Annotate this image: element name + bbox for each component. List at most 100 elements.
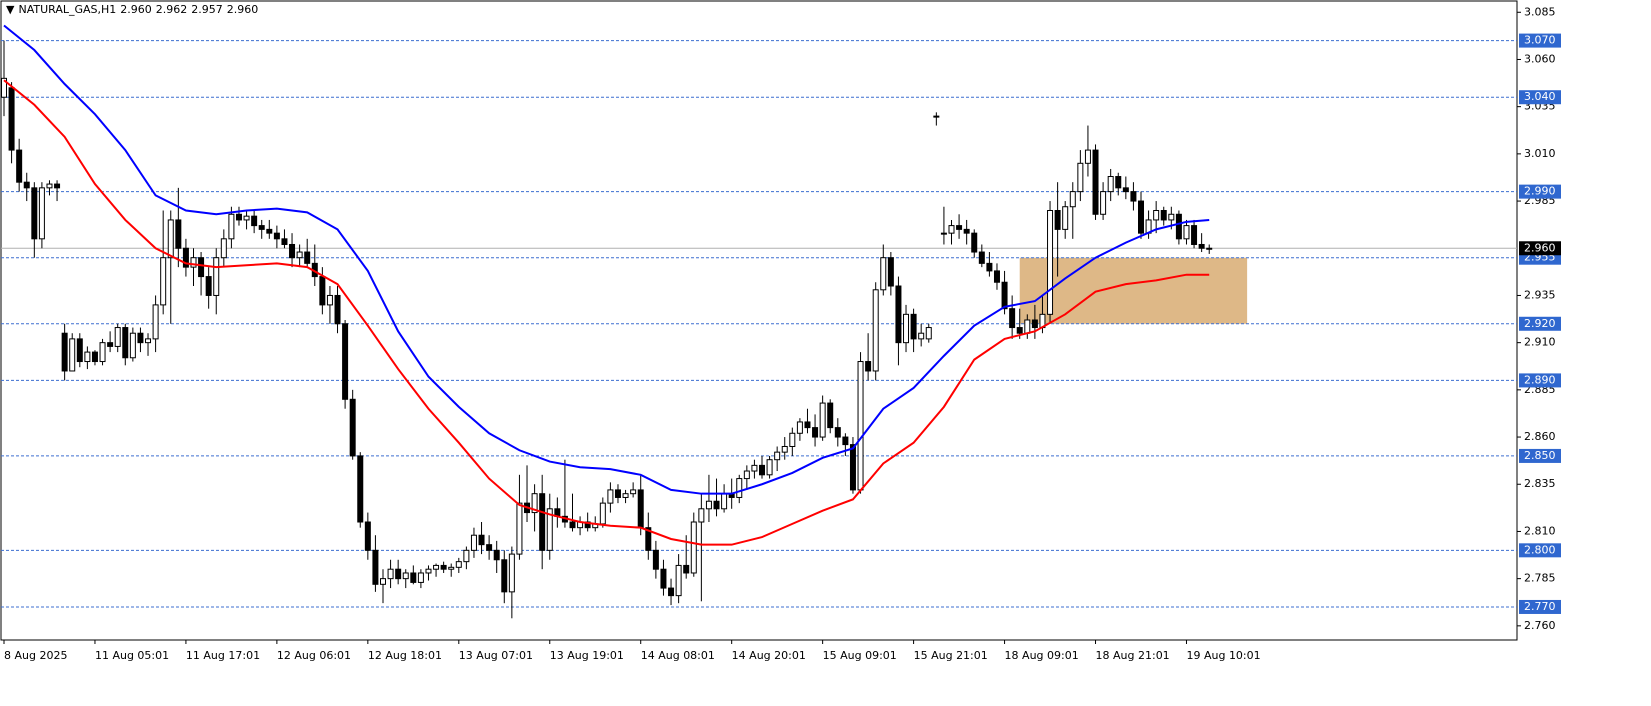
candle-body (16, 149, 23, 183)
candle-body (539, 493, 546, 551)
candle-body (357, 455, 364, 523)
candle-body (1069, 191, 1076, 208)
candle-body (486, 544, 493, 551)
candle-body (895, 285, 902, 344)
candle-body (372, 549, 379, 585)
x-tick-label: 14 Aug 20:01 (732, 649, 806, 662)
candle-body (69, 338, 76, 372)
chart-header: ▼ NATURAL_GAS,H1 2.960 2.962 2.957 2.960 (6, 3, 262, 16)
candle-body (402, 572, 409, 580)
candle-body (1, 77, 7, 98)
candle-body (448, 566, 455, 570)
candle-body (228, 213, 235, 240)
candle-body (258, 225, 265, 230)
candle-body (152, 304, 159, 340)
candle-body (107, 342, 114, 347)
candle-body (296, 251, 303, 259)
x-tick-label: 19 Aug 10:01 (1186, 649, 1260, 662)
candle-body (91, 351, 98, 363)
x-tick-label: 15 Aug 09:01 (823, 649, 897, 662)
y-tick-label: 2.810 (1524, 524, 1556, 537)
candle-body (971, 232, 978, 253)
candle-body (175, 219, 182, 249)
candle-body (349, 398, 356, 457)
candle-body (54, 183, 61, 189)
candle-body (736, 478, 743, 498)
level-label-box (1519, 184, 1561, 199)
y-tick-label: 2.835 (1524, 477, 1556, 490)
candle-body (1016, 327, 1023, 334)
candle-body (812, 427, 819, 438)
candle-body (956, 225, 963, 230)
candle-body (940, 232, 947, 235)
candle-body (910, 313, 917, 340)
current-price-box (1519, 241, 1561, 256)
level-label-box (1519, 599, 1561, 614)
candle-body (129, 332, 136, 359)
x-tick-label: 12 Aug 18:01 (368, 649, 442, 662)
x-tick-label: 8 Aug 2025 (4, 649, 67, 662)
x-tick-label: 18 Aug 09:01 (1005, 649, 1079, 662)
candle-body (380, 578, 386, 585)
level-label: 2.850 (1524, 449, 1556, 462)
candle-body (455, 561, 462, 568)
candle-body (23, 181, 30, 189)
level-label: 2.800 (1524, 543, 1556, 556)
x-tick-label: 13 Aug 19:01 (550, 649, 624, 662)
candle-body (1062, 206, 1069, 230)
candle-body (440, 564, 447, 570)
moving-average (3, 79, 1210, 546)
candle-body (827, 402, 834, 429)
candle-body (705, 500, 712, 510)
candle-body (1206, 247, 1213, 250)
candle-body (645, 527, 652, 551)
candle-body (1191, 225, 1198, 245)
candle-body (637, 489, 644, 529)
candle-body (622, 493, 629, 498)
level-label: 2.920 (1524, 317, 1556, 330)
candle-body (978, 251, 985, 264)
level-label-box (1519, 316, 1561, 331)
candle-body (842, 436, 849, 446)
candle-body (683, 564, 690, 574)
candle-body (948, 225, 955, 234)
candle-body (114, 327, 121, 347)
candle-body (614, 489, 621, 498)
candle-body (8, 87, 15, 151)
candle-body (751, 464, 758, 472)
candle-body (433, 564, 440, 570)
candle-body (993, 270, 1000, 283)
candle-body (607, 489, 614, 504)
candle-body (713, 500, 720, 510)
level-label-box (1519, 448, 1561, 463)
candle-body (1138, 200, 1144, 234)
x-tick-label: 15 Aug 21:01 (914, 649, 988, 662)
x-tick-label: 13 Aug 07:01 (459, 649, 533, 662)
y-tick-label: 2.760 (1524, 619, 1556, 632)
x-tick-label: 14 Aug 08:01 (641, 649, 715, 662)
candle-body (872, 289, 879, 372)
candle-body (61, 332, 68, 372)
candle-body (266, 228, 273, 234)
candle-body (766, 459, 773, 476)
candle-body (251, 215, 258, 227)
price-zone (1019, 257, 1248, 324)
y-tick-label: 2.910 (1524, 336, 1556, 349)
candle-body (304, 251, 311, 264)
candle-body (834, 427, 841, 438)
candle-body (1122, 187, 1129, 193)
candle-body (668, 587, 675, 597)
level-label-box (1519, 543, 1561, 558)
level-label-box (1519, 373, 1561, 388)
candle-body (865, 361, 872, 372)
candle-body (281, 238, 288, 245)
candle-body (1175, 213, 1182, 240)
candle-body (743, 470, 750, 480)
candle-body (1024, 319, 1031, 334)
candle-body (387, 568, 394, 580)
y-tick-label: 3.010 (1524, 147, 1556, 160)
candle-body (1183, 225, 1190, 240)
x-tick-label: 11 Aug 05:01 (95, 649, 169, 662)
level-label: 2.890 (1524, 373, 1556, 386)
